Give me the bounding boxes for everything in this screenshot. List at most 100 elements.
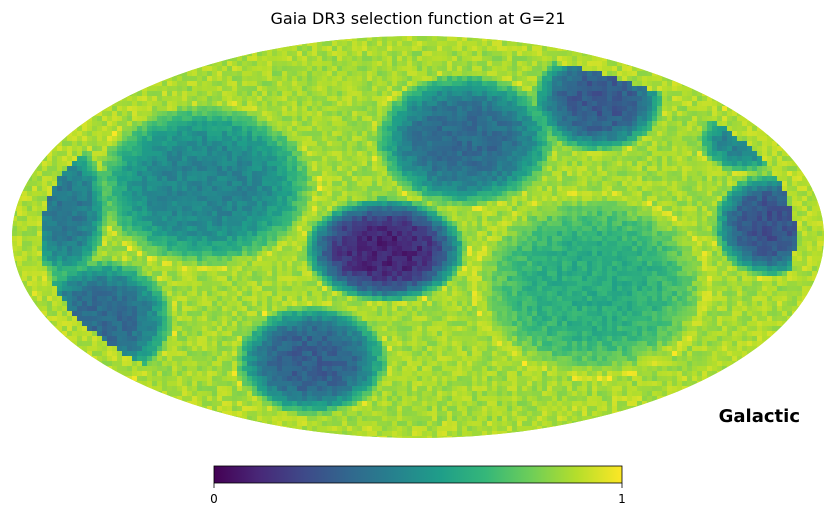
sky-pixel <box>412 146 418 152</box>
sky-pixel <box>582 61 588 67</box>
sky-pixel <box>697 191 703 197</box>
sky-pixel <box>602 61 608 67</box>
sky-pixel <box>417 111 423 117</box>
sky-pixel <box>577 146 583 152</box>
sky-pixel <box>792 216 798 222</box>
sky-pixel <box>187 71 193 77</box>
sky-pixel <box>192 101 198 107</box>
sky-pixel <box>257 161 263 167</box>
sky-pixel <box>737 191 743 197</box>
sky-pixel <box>747 186 753 192</box>
sky-pixel <box>647 216 653 222</box>
sky-pixel <box>477 41 483 47</box>
sky-pixel <box>282 51 288 57</box>
sky-pixel <box>547 126 553 132</box>
sky-pixel <box>362 121 368 127</box>
sky-pixel <box>372 181 378 187</box>
sky-pixel <box>527 111 533 117</box>
sky-pixel <box>237 151 243 157</box>
sky-pixel <box>152 166 158 172</box>
sky-pixel <box>137 181 143 187</box>
sky-pixel <box>547 191 553 197</box>
sky-pixel <box>137 141 143 147</box>
sky-pixel <box>262 176 268 182</box>
sky-pixel <box>422 41 428 47</box>
sky-pixel <box>607 221 613 227</box>
sky-pixel <box>287 151 293 157</box>
sky-pixel <box>517 191 523 197</box>
sky-pixel <box>517 66 523 72</box>
sky-pixel <box>217 76 223 82</box>
sky-pixel <box>472 211 478 217</box>
sky-pixel <box>407 136 413 142</box>
sky-pixel <box>227 116 233 122</box>
sky-pixel <box>767 166 773 172</box>
sky-pixel <box>487 96 493 102</box>
sky-pixel <box>162 81 168 87</box>
sky-pixel <box>767 211 773 217</box>
sky-pixel <box>372 41 378 47</box>
sky-pixel <box>477 191 483 197</box>
sky-pixel <box>332 141 338 147</box>
sky-pixel <box>282 121 288 127</box>
sky-pixel <box>632 186 638 192</box>
sky-pixel <box>272 121 278 127</box>
sky-pixel <box>207 61 213 67</box>
sky-pixel <box>562 116 568 122</box>
sky-pixel <box>102 146 108 152</box>
sky-pixel <box>402 221 408 227</box>
sky-pixel <box>207 96 213 102</box>
sky-pixel <box>422 116 428 122</box>
sky-pixel <box>207 196 213 202</box>
sky-pixel <box>492 71 498 77</box>
sky-pixel <box>377 36 383 42</box>
sky-pixel <box>687 201 693 207</box>
sky-pixel <box>442 216 448 222</box>
sky-pixel <box>512 121 518 127</box>
sky-pixel <box>367 171 373 177</box>
sky-pixel <box>612 191 618 197</box>
sky-pixel <box>47 146 53 152</box>
sky-pixel <box>542 221 548 227</box>
sky-pixel <box>492 111 498 117</box>
sky-pixel <box>612 61 618 67</box>
sky-pixel <box>167 176 173 182</box>
sky-pixel <box>332 216 338 222</box>
sky-pixel <box>787 211 793 217</box>
sky-pixel <box>572 106 578 112</box>
sky-pixel <box>587 111 593 117</box>
sky-pixel <box>382 181 388 187</box>
sky-pixel <box>472 186 478 192</box>
sky-pixel <box>642 116 648 122</box>
sky-pixel <box>687 131 693 137</box>
sky-pixel <box>182 81 188 87</box>
sky-pixel <box>192 71 198 77</box>
sky-pixel <box>207 76 213 82</box>
sky-pixel <box>177 151 183 157</box>
sky-pixel <box>522 201 528 207</box>
sky-pixel <box>277 46 283 52</box>
sky-pixel <box>257 51 263 57</box>
sky-pixel <box>677 201 683 207</box>
sky-pixel <box>172 196 178 202</box>
sky-pixel <box>377 116 383 122</box>
sky-pixel <box>377 156 383 162</box>
sky-pixel <box>607 181 613 187</box>
sky-pixel <box>692 101 698 107</box>
sky-pixel <box>562 96 568 102</box>
sky-pixel <box>727 141 733 147</box>
sky-pixel <box>182 121 188 127</box>
sky-pixel <box>717 116 723 122</box>
sky-pixel <box>762 181 768 187</box>
sky-pixel <box>147 136 153 142</box>
sky-pixel <box>802 211 808 217</box>
sky-pixel <box>617 131 623 137</box>
sky-pixel <box>572 56 578 62</box>
sky-pixel <box>202 161 208 167</box>
sky-pixel <box>387 106 393 112</box>
sky-pixel <box>87 211 93 217</box>
sky-pixel <box>487 66 493 72</box>
sky-pixel <box>387 151 393 157</box>
sky-pixel <box>437 81 443 87</box>
sky-pixel <box>322 176 328 182</box>
